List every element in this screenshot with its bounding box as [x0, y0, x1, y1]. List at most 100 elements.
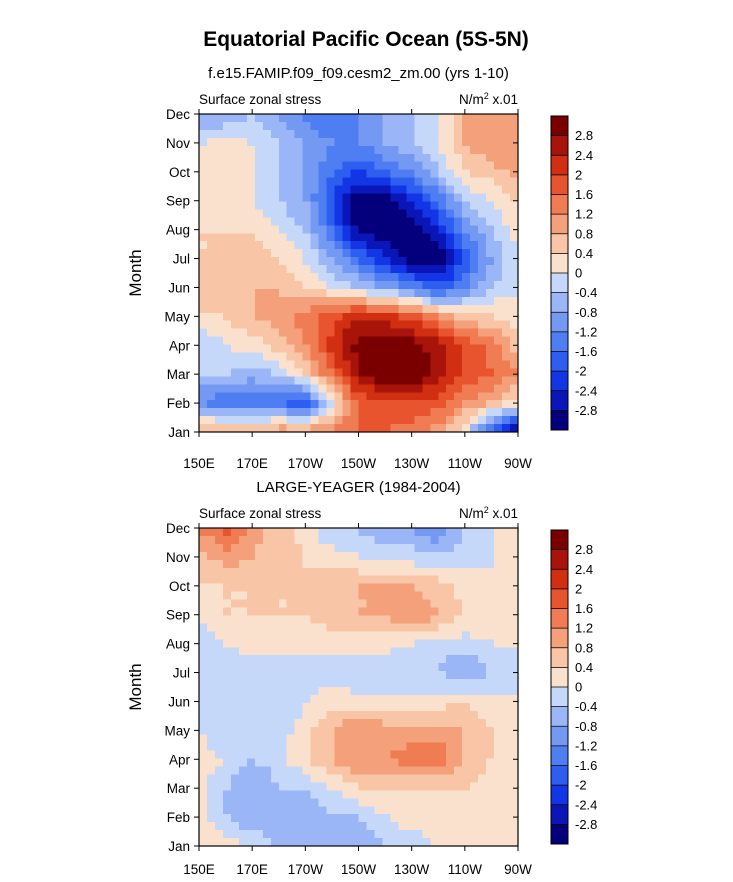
contour-cell — [510, 344, 519, 354]
contour-cell — [414, 639, 423, 648]
contour-cell — [502, 352, 511, 362]
contour-cell — [246, 830, 256, 839]
contour-cell — [302, 599, 312, 609]
contour-cell — [302, 153, 312, 163]
contour-cell — [374, 304, 384, 314]
contour-cell — [310, 209, 320, 218]
contour-cell — [406, 774, 415, 783]
contour-cell — [422, 129, 431, 139]
contour-cell — [230, 408, 240, 417]
contour-cell — [446, 623, 455, 632]
contour-cell — [390, 798, 399, 807]
contour-cell — [374, 671, 384, 680]
contour-cell — [246, 671, 256, 680]
contour-cell — [470, 702, 479, 712]
contour-cell — [502, 734, 511, 744]
contour-cell — [374, 328, 384, 338]
contour-cell — [462, 320, 471, 330]
contour-cell — [230, 145, 240, 155]
contour-cell — [398, 710, 407, 720]
contour-cell — [334, 822, 344, 831]
contour-cell — [446, 368, 455, 377]
contour-cell — [446, 249, 455, 258]
contour-cell — [254, 280, 264, 290]
contour-cell — [470, 679, 479, 688]
contour-cell — [238, 352, 248, 362]
contour-cell — [350, 726, 360, 736]
contour-cell — [342, 766, 352, 776]
contour-cell — [454, 384, 463, 393]
contour-cell — [398, 798, 407, 807]
contour-cell — [414, 384, 423, 393]
contour-cell — [406, 193, 415, 203]
contour-cell — [238, 185, 248, 195]
contour-cell — [342, 742, 352, 752]
contour-cell — [414, 233, 423, 242]
contour-cell — [366, 615, 376, 624]
contour-cell — [462, 575, 471, 585]
contour-cell — [350, 702, 360, 712]
contour-cell — [334, 193, 344, 203]
contour-cell — [230, 575, 240, 585]
contour-cell — [206, 193, 216, 203]
contour-cell — [350, 734, 360, 744]
contour-cell — [270, 193, 280, 203]
contour-cell — [422, 336, 431, 346]
contour-cell — [334, 201, 344, 210]
contour-cell — [294, 766, 304, 776]
contour-cell — [374, 145, 384, 155]
contour-cell — [478, 567, 487, 577]
contour-cell — [502, 782, 511, 791]
contour-cell — [246, 336, 256, 346]
contour-cell — [446, 535, 455, 545]
contour-cell — [246, 225, 256, 234]
contour-cell — [422, 774, 431, 783]
contour-cell — [406, 233, 415, 242]
contour-cell — [334, 384, 344, 393]
contour-cell — [270, 161, 280, 171]
contour-cell — [414, 528, 423, 537]
contour-cell — [486, 225, 495, 234]
contour-cell — [446, 607, 455, 617]
contour-cell — [478, 623, 487, 632]
contour-cell — [494, 121, 503, 131]
contour-cell — [294, 806, 304, 815]
contour-cell — [398, 806, 407, 815]
contour-cell — [214, 169, 224, 179]
contour-cell — [478, 591, 487, 601]
contour-cell — [510, 368, 519, 377]
contour-cell — [398, 280, 407, 290]
contour-cell — [438, 169, 447, 179]
contour-cell — [294, 599, 304, 609]
contour-cell — [318, 822, 328, 831]
contour-cell — [342, 121, 352, 131]
contour-cell — [238, 177, 248, 187]
contour-cell — [278, 528, 288, 537]
contour-cell — [398, 702, 407, 712]
contour-cell — [310, 528, 320, 537]
contour-cell — [270, 830, 280, 839]
contour-cell — [486, 567, 495, 577]
contour-cell — [422, 742, 431, 752]
contour-cell — [222, 623, 232, 632]
contour-cell — [262, 280, 272, 290]
contour-cell — [206, 687, 216, 696]
contour-cell — [446, 424, 455, 433]
contour-cell — [454, 209, 463, 218]
contour-cell — [342, 830, 352, 839]
contour-cell — [214, 336, 224, 346]
contour-cell — [246, 663, 256, 672]
contour-cell — [350, 718, 360, 728]
contour-cell — [470, 400, 479, 409]
contour-cell — [230, 599, 240, 609]
contour-cell — [350, 766, 360, 776]
colorbar-label: -1.6 — [575, 344, 597, 359]
contour-cell — [406, 830, 415, 839]
contour-cell — [238, 137, 248, 147]
contour-cell — [430, 702, 439, 712]
contour-cell — [206, 591, 216, 601]
contour-cell — [374, 257, 384, 266]
contour-cell — [430, 145, 439, 155]
contour-cell — [462, 822, 471, 831]
contour-cell — [390, 265, 399, 274]
